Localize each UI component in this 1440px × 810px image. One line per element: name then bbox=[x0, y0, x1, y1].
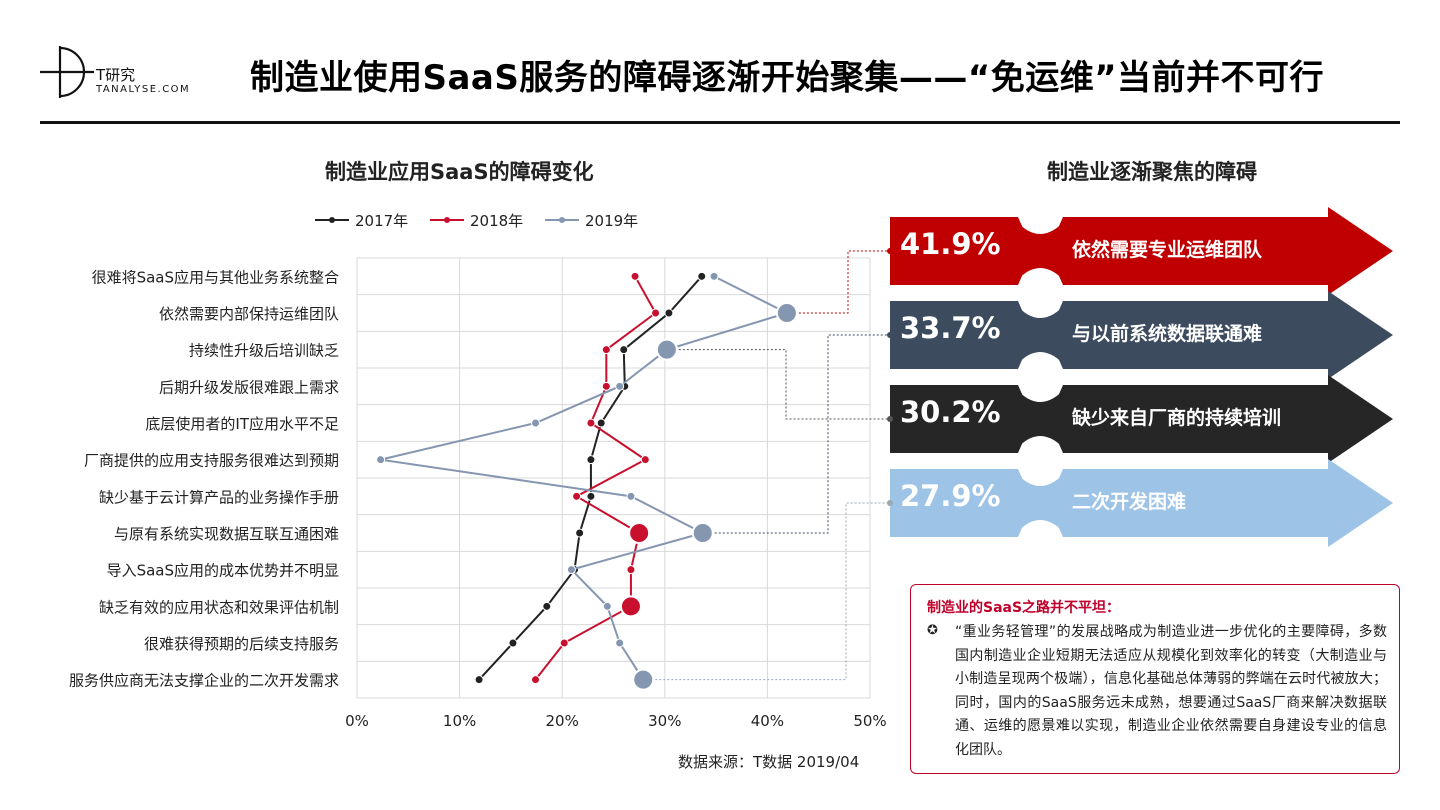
data-point bbox=[615, 638, 625, 648]
focus-label: 缺少来自厂商的持续培训 bbox=[1072, 407, 1282, 429]
data-point bbox=[586, 418, 596, 428]
note-title: 制造业的SaaS之路并不平坦： bbox=[927, 600, 1121, 616]
category-label: 底层使用者的IT应用水平不足 bbox=[145, 415, 339, 433]
focus-pct: 41.9% bbox=[900, 227, 1001, 261]
legend-label: 2017年 bbox=[355, 212, 408, 230]
category-label: 很难将SaaS应用与其他业务系统整合 bbox=[92, 268, 339, 286]
focus-arrow-2: 33.7% 与以前系统数据联通难 bbox=[888, 291, 1398, 379]
data-point bbox=[572, 491, 582, 501]
brand-domain: TANALYSE.COM bbox=[96, 84, 191, 95]
focus-pct: 33.7% bbox=[900, 311, 1001, 345]
data-point bbox=[602, 601, 612, 611]
data-point bbox=[630, 271, 640, 281]
data-point bbox=[542, 601, 552, 611]
arrow-shape-icon bbox=[890, 375, 1393, 463]
legend-marker bbox=[444, 217, 450, 223]
category-label: 依然需要内部保持运维团队 bbox=[159, 305, 339, 323]
focus-arrow-1: 41.9% 依然需要专业运维团队 bbox=[888, 207, 1398, 295]
focus-label: 与以前系统数据联通难 bbox=[1072, 323, 1263, 345]
data-point bbox=[615, 381, 625, 391]
data-point bbox=[575, 528, 585, 538]
category-label: 厂商提供的应用支持服务很难达到预期 bbox=[84, 452, 339, 470]
x-tick-label: 0% bbox=[345, 712, 369, 730]
note-body: “重业务轻管理”的发展战略成为制造业进一步优化的主要障碍，多数国内制造业企业短期… bbox=[955, 624, 1387, 758]
data-point bbox=[531, 675, 541, 685]
category-label: 导入SaaS应用的成本优势并不明显 bbox=[107, 562, 339, 580]
x-tick-label: 40% bbox=[751, 712, 784, 730]
brand-name: T研究 bbox=[96, 66, 136, 84]
x-tick-label: 50% bbox=[853, 712, 886, 730]
logo-mark-icon bbox=[40, 46, 94, 98]
category-label: 与原有系统实现数据互联互通困难 bbox=[114, 525, 339, 543]
focus-pct: 30.2% bbox=[900, 395, 1001, 429]
data-point bbox=[508, 638, 518, 648]
arrow-shape-icon bbox=[890, 291, 1393, 379]
data-point bbox=[651, 308, 661, 318]
data-point bbox=[775, 302, 798, 324]
data-point bbox=[626, 491, 636, 501]
data-point bbox=[601, 345, 611, 355]
data-point bbox=[586, 491, 596, 501]
legend-marker bbox=[559, 217, 565, 223]
focus-label: 依然需要专业运维团队 bbox=[1072, 239, 1263, 261]
focus-title: 制造业逐渐聚焦的障碍 bbox=[1047, 160, 1257, 184]
data-point bbox=[586, 455, 596, 465]
legend-label: 2018年 bbox=[470, 212, 523, 230]
x-tick-label: 30% bbox=[648, 712, 681, 730]
x-tick-label: 10% bbox=[443, 712, 476, 730]
arrow-shape-icon bbox=[890, 207, 1393, 295]
data-point bbox=[559, 638, 569, 648]
focus-label: 二次开发困难 bbox=[1072, 491, 1187, 513]
legend-marker bbox=[329, 217, 335, 223]
title-divider bbox=[40, 121, 1400, 124]
data-point bbox=[691, 522, 714, 544]
data-point bbox=[640, 455, 650, 465]
data-source: 数据来源：T数据 2019/04 bbox=[678, 753, 860, 771]
data-point bbox=[566, 565, 576, 575]
data-point bbox=[697, 271, 707, 281]
chart-title: 制造业应用SaaS的障碍变化 bbox=[325, 160, 594, 184]
series-line bbox=[478, 275, 703, 681]
arrow-shape-icon bbox=[890, 459, 1393, 547]
series-line bbox=[534, 275, 657, 681]
data-point bbox=[531, 418, 541, 428]
data-point bbox=[376, 455, 386, 465]
data-point bbox=[596, 418, 606, 428]
legend-label: 2019年 bbox=[585, 212, 638, 230]
note-box: 制造业的SaaS之路并不平坦： ✪ “重业务轻管理”的发展战略成为制造业进一步优… bbox=[910, 584, 1400, 774]
data-point bbox=[601, 381, 611, 391]
data-point bbox=[474, 675, 484, 685]
focus-arrow-3: 30.2% 缺少来自厂商的持续培训 bbox=[888, 375, 1398, 463]
category-label: 缺少基于云计算产品的业务操作手册 bbox=[99, 488, 339, 506]
data-point bbox=[632, 668, 655, 691]
star-bullet-icon: ✪ bbox=[927, 623, 938, 638]
focus-pct: 27.9% bbox=[900, 479, 1001, 513]
category-label: 后期升级发版很难跟上需求 bbox=[159, 378, 339, 396]
data-point bbox=[626, 565, 636, 575]
data-point bbox=[709, 271, 719, 281]
barrier-line-chart: 0% 10% 20% 30% 40% 50% 很难将SaaS应用与其他业务系统整合依然需要内… bbox=[69, 212, 887, 730]
series-line bbox=[380, 275, 790, 681]
x-tick-label: 20% bbox=[546, 712, 579, 730]
data-point bbox=[664, 308, 674, 318]
data-point bbox=[619, 595, 642, 618]
data-point bbox=[619, 345, 629, 355]
category-label: 持续性升级后培训缺乏 bbox=[189, 342, 339, 360]
brand-logo bbox=[38, 42, 198, 102]
category-label: 很难获得预期的后续支持服务 bbox=[144, 635, 339, 653]
category-label: 缺乏有效的应用状态和效果评估机制 bbox=[99, 598, 339, 616]
data-point bbox=[628, 522, 651, 544]
category-label: 服务供应商无法支撑企业的二次开发需求 bbox=[69, 672, 339, 690]
page-title: 制造业使用SaaS服务的障碍逐渐开始聚集——“免运维”当前并不可行 bbox=[250, 58, 1325, 98]
focus-arrow-4: 27.9% 二次开发困难 bbox=[888, 459, 1398, 547]
data-point bbox=[655, 338, 678, 361]
